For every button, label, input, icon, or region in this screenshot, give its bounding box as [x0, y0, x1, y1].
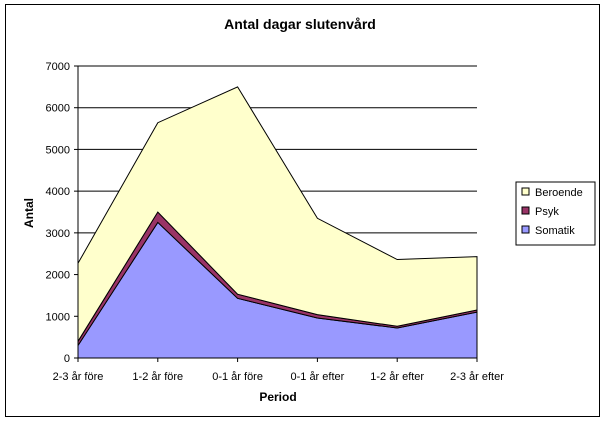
x-tick-labels: 2-3 år före 1-2 år före 0-1 år före 0-1 år …: [53, 371, 505, 383]
y-tick-label: 6000: [46, 103, 70, 115]
x-tick-label: 1-2 år efter: [370, 371, 424, 383]
y-tick-label: 0: [64, 353, 70, 365]
x-tick-label: 0-1 år före: [212, 371, 263, 383]
legend-label-psyk: Psyk: [535, 206, 559, 218]
y-tick-label: 2000: [46, 270, 70, 282]
legend: Beroende Psyk Somatik: [521, 187, 583, 237]
x-tick-label: 0-1 år efter: [290, 371, 344, 383]
legend-swatch-somatik: [521, 225, 530, 234]
x-axis-title: Period: [259, 390, 296, 404]
x-tick-label: 1-2 år före: [132, 371, 183, 383]
legend-label-somatik: Somatik: [535, 225, 575, 237]
y-tick-labels: 0 1000 2000 3000 4000 5000 6000 7000: [46, 61, 70, 365]
x-tick-label: 2-3 år före: [53, 371, 104, 383]
chart-title: Antal dagar slutenvård: [224, 16, 376, 32]
y-tick-label: 7000: [46, 61, 70, 73]
y-tick-label: 1000: [46, 311, 70, 323]
legend-swatch-beroende: [521, 187, 530, 196]
y-tick-label: 5000: [46, 144, 70, 156]
axes: [74, 65, 478, 362]
y-tick-label: 4000: [46, 186, 70, 198]
legend-swatch-psyk: [521, 206, 530, 215]
area-beroende: [77, 86, 478, 344]
x-tick-label: 2-3 år efter: [450, 371, 504, 383]
y-axis-title: Antal: [22, 198, 36, 228]
legend-label-beroende: Beroende: [535, 187, 583, 199]
y-tick-label: 3000: [46, 228, 70, 240]
